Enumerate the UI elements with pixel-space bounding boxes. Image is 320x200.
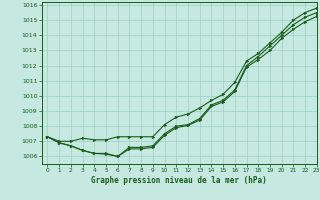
X-axis label: Graphe pression niveau de la mer (hPa): Graphe pression niveau de la mer (hPa) xyxy=(91,176,267,185)
